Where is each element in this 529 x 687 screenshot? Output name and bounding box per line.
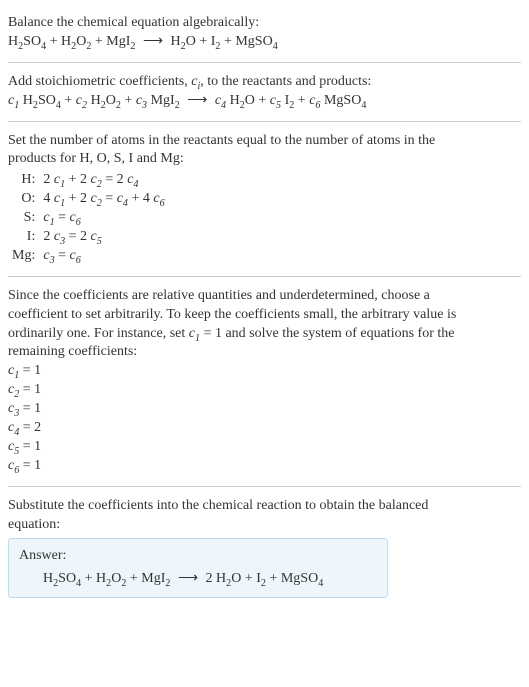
atom-row-o: O: 4 c1 + 2 c2 = c4 + 4 c6	[8, 190, 169, 209]
c6: c6	[309, 93, 320, 108]
coef-equation: c1 H2SO4 + c2 H2O2 + c3 MgI2 ⟶ c4 H2O + …	[8, 92, 521, 111]
c4: c4	[215, 93, 226, 108]
species-i2: I2	[256, 571, 266, 586]
species-h2o: H2O	[216, 571, 241, 586]
c2-result: c2 = 1	[8, 381, 521, 400]
add-coef-text: Add stoichiometric coefficients, ci, to …	[8, 73, 521, 92]
atom-label: Mg:	[8, 247, 39, 266]
plus: +	[61, 93, 76, 108]
atom-balance-text-2: products for H, O, S, I and Mg:	[8, 150, 521, 169]
atom-label: I:	[8, 228, 39, 247]
atom-eq: c3 = c6	[39, 247, 168, 266]
species-mgi2: MgI2	[141, 571, 170, 586]
reaction-arrow: ⟶	[183, 93, 211, 108]
divider	[8, 486, 521, 487]
species-mgi2: MgI2	[151, 93, 180, 108]
species-h2o: H2O	[230, 93, 255, 108]
answer-label: Answer:	[19, 547, 377, 566]
atom-eq: 4 c1 + 2 c2 = c4 + 4 c6	[39, 190, 168, 209]
species-mgso4: MgSO4	[324, 93, 366, 108]
subst-text-2: equation:	[8, 516, 521, 535]
species-mgso4: MgSO4	[235, 34, 277, 49]
c1-symbol: c1	[189, 326, 200, 341]
divider	[8, 62, 521, 63]
solve-text-2: coefficient to set arbitrarily. To keep …	[8, 306, 521, 325]
solve-text-3: ordinarily one. For instance, set c1 = 1…	[8, 325, 521, 344]
c1-result: c1 = 1	[8, 362, 521, 381]
unbalanced-equation: H2SO4 + H2O2 + MgI2 ⟶ H2O + I2 + MgSO4	[8, 33, 521, 52]
reaction-arrow: ⟶	[139, 34, 167, 49]
plus: +	[126, 571, 141, 586]
species-h2o2: H2O2	[91, 93, 121, 108]
species-h2o: H2O	[171, 34, 196, 49]
atom-eq: c1 = c6	[39, 209, 168, 228]
atom-eq: 2 c3 = 2 c5	[39, 228, 168, 247]
section-answer: Substitute the coefficients into the che…	[8, 491, 521, 605]
answer-box: Answer: H2SO4 + H2O2 + MgI2 ⟶ 2 H2O + I2…	[8, 538, 388, 598]
plus: +	[46, 34, 61, 49]
solve-text-4: remaining coefficients:	[8, 343, 521, 362]
section-atom-balance: Set the number of atoms in the reactants…	[8, 126, 521, 272]
species-h2so4: H2SO4	[8, 34, 46, 49]
plus: +	[196, 34, 211, 49]
section-intro: Balance the chemical equation algebraica…	[8, 8, 521, 58]
plus: +	[266, 571, 281, 586]
atom-label: H:	[8, 171, 39, 190]
c6-result: c6 = 1	[8, 457, 521, 476]
c3-result: c3 = 1	[8, 400, 521, 419]
plus: +	[121, 93, 136, 108]
intro-title: Balance the chemical equation algebraica…	[8, 14, 521, 33]
section-solve: Since the coefficients are relative quan…	[8, 281, 521, 482]
plus: +	[81, 571, 96, 586]
atom-balance-table: H: 2 c1 + 2 c2 = 2 c4 O: 4 c1 + 2 c2 = c…	[8, 171, 169, 265]
divider	[8, 121, 521, 122]
ci-symbol: ci	[191, 74, 200, 89]
c5: c5	[270, 93, 281, 108]
species-mgso4: MgSO4	[281, 571, 323, 586]
c5-result: c5 = 1	[8, 438, 521, 457]
c1: c1	[8, 93, 19, 108]
atom-row-s: S: c1 = c6	[8, 209, 169, 228]
plus: +	[91, 34, 106, 49]
species-h2o2: H2O2	[61, 34, 91, 49]
atom-eq: 2 c1 + 2 c2 = 2 c4	[39, 171, 168, 190]
atom-row-mg: Mg: c3 = c6	[8, 247, 169, 266]
reaction-arrow: ⟶	[174, 571, 202, 586]
atom-row-i: I: 2 c3 = 2 c5	[8, 228, 169, 247]
atom-label: O:	[8, 190, 39, 209]
plus: +	[294, 93, 309, 108]
plus: +	[255, 93, 270, 108]
solved-coefficients: c1 = 1 c2 = 1 c3 = 1 c4 = 2 c5 = 1 c6 = …	[8, 362, 521, 475]
coef-2: 2	[206, 571, 217, 586]
c3: c3	[136, 93, 147, 108]
species-h2so4: H2SO4	[43, 571, 81, 586]
species-i2: I2	[211, 34, 221, 49]
atom-label: S:	[8, 209, 39, 228]
plus: +	[241, 571, 256, 586]
section-add-coefficients: Add stoichiometric coefficients, ci, to …	[8, 67, 521, 117]
species-h2o2: H2O2	[96, 571, 126, 586]
c2: c2	[76, 93, 87, 108]
divider	[8, 276, 521, 277]
species-mgi2: MgI2	[106, 34, 135, 49]
subst-text-1: Substitute the coefficients into the che…	[8, 497, 521, 516]
solve-text-1: Since the coefficients are relative quan…	[8, 287, 521, 306]
species-h2so4: H2SO4	[23, 93, 61, 108]
species-i2: I2	[285, 93, 295, 108]
atom-row-h: H: 2 c1 + 2 c2 = 2 c4	[8, 171, 169, 190]
balanced-equation: H2SO4 + H2O2 + MgI2 ⟶ 2 H2O + I2 + MgSO4	[19, 570, 377, 589]
plus: +	[220, 34, 235, 49]
c4-result: c4 = 2	[8, 419, 521, 438]
atom-balance-text-1: Set the number of atoms in the reactants…	[8, 132, 521, 151]
